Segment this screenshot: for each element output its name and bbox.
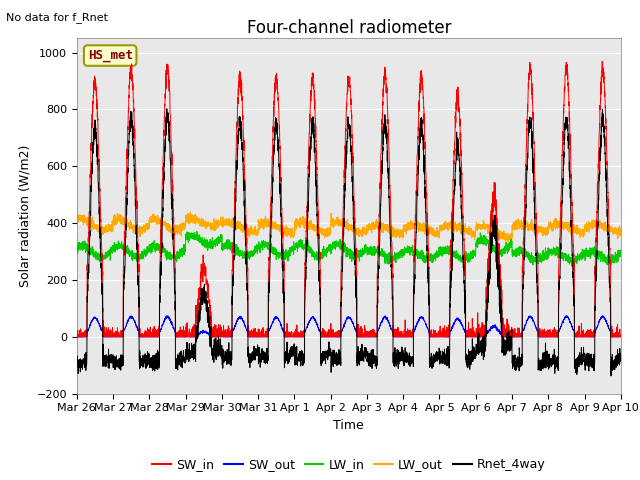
Text: HS_met: HS_met: [88, 49, 132, 62]
Title: Four-channel radiometer: Four-channel radiometer: [246, 19, 451, 37]
Legend: SW_in, SW_out, LW_in, LW_out, Rnet_4way: SW_in, SW_out, LW_in, LW_out, Rnet_4way: [147, 453, 550, 476]
Y-axis label: Solar radiation (W/m2): Solar radiation (W/m2): [18, 145, 31, 287]
Text: No data for f_Rnet: No data for f_Rnet: [6, 12, 108, 23]
X-axis label: Time: Time: [333, 419, 364, 432]
